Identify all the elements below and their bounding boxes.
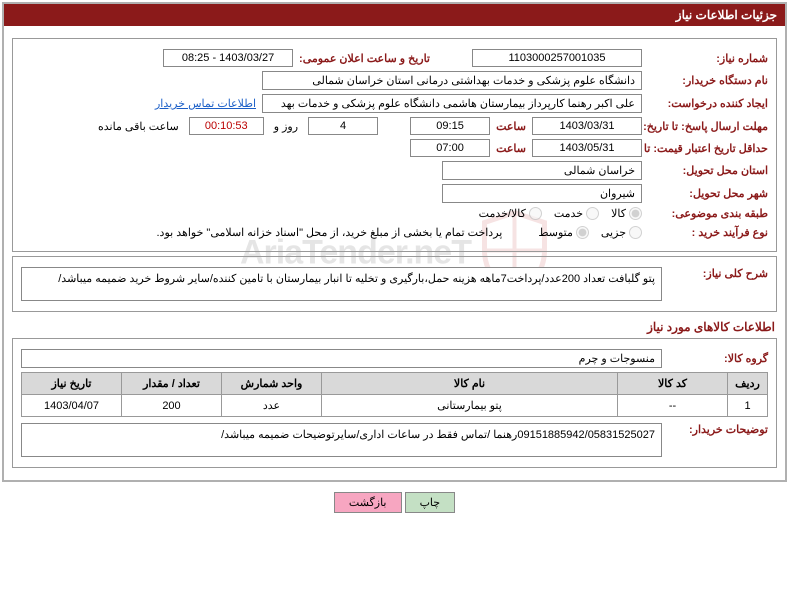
city-value: شیروان: [442, 184, 642, 203]
th-date: تاریخ نیاز: [22, 373, 122, 395]
process-opt1[interactable]: جزیی: [601, 226, 642, 239]
table-row: 1 -- پتو بیمارستانی عدد 200 1403/04/07: [22, 395, 768, 417]
contact-link[interactable]: اطلاعات تماس خریدار: [155, 97, 256, 110]
creator-label: ایجاد کننده درخواست:: [648, 97, 768, 110]
classify-opt1[interactable]: کالا: [611, 207, 642, 220]
group-label: گروه کالا:: [668, 352, 768, 365]
announce-value: 1403/03/27 - 08:25: [163, 49, 293, 67]
province-value: خراسان شمالی: [442, 161, 642, 180]
process-label: نوع فرآیند خرید :: [648, 226, 768, 239]
buyer-org-value: دانشگاه علوم پزشکی و خدمات بهداشتی درمان…: [262, 71, 642, 90]
classify-opt3[interactable]: کالا/خدمت: [479, 207, 542, 220]
process-opt2[interactable]: متوسط: [538, 226, 589, 239]
back-button[interactable]: بازگشت: [334, 492, 402, 513]
buyer-org-label: نام دستگاه خریدار:: [648, 74, 768, 87]
th-name: نام کالا: [322, 373, 618, 395]
th-row: ردیف: [728, 373, 768, 395]
th-qty: تعداد / مقدار: [122, 373, 222, 395]
classify-group: کالا خدمت کالا/خدمت: [479, 207, 642, 220]
cell-code: --: [618, 395, 728, 417]
cell-date: 1403/04/07: [22, 395, 122, 417]
cell-row: 1: [728, 395, 768, 417]
time-label-1: ساعت: [496, 120, 526, 133]
creator-value: علی اکبر رهنما کارپرداز بیمارستان هاشمی …: [262, 94, 642, 113]
validity-label: حداقل تاریخ اعتبار قیمت: تا تاریخ:: [648, 142, 768, 155]
validity-time: 07:00: [410, 139, 490, 157]
goods-table: ردیف کد کالا نام کالا واحد شمارش تعداد /…: [21, 372, 768, 417]
classify-label: طبقه بندی موضوعی:: [648, 207, 768, 220]
buyer-notes-label: توضیحات خریدار:: [668, 423, 768, 436]
desc-text: پتو گلبافت تعداد 200عدد/پرداخت7ماهه هزین…: [21, 267, 662, 301]
validity-date: 1403/05/31: [532, 139, 642, 157]
payment-note: پرداخت تمام یا بخشی از مبلغ خرید، از محل…: [153, 224, 507, 241]
group-value: منسوجات و چرم: [21, 349, 662, 368]
number-value: 1103000257001035: [472, 49, 642, 67]
desc-label: شرح کلی نیاز:: [668, 267, 768, 280]
province-label: استان محل تحویل:: [648, 164, 768, 177]
deadline-label: مهلت ارسال پاسخ: تا تاریخ:: [648, 120, 768, 133]
process-group: جزیی متوسط: [538, 226, 642, 239]
classify-opt2[interactable]: خدمت: [554, 207, 599, 220]
days-suffix: روز و: [270, 118, 302, 135]
cell-name: پتو بیمارستانی: [322, 395, 618, 417]
th-code: کد کالا: [618, 373, 728, 395]
th-unit: واحد شمارش: [222, 373, 322, 395]
time-label-2: ساعت: [496, 142, 526, 155]
city-label: شهر محل تحویل:: [648, 187, 768, 200]
announce-label: تاریخ و ساعت اعلان عمومی:: [299, 52, 430, 65]
print-button[interactable]: چاپ: [405, 492, 456, 513]
goods-section-title: اطلاعات کالاهای مورد نیاز: [14, 320, 775, 334]
button-bar: چاپ بازگشت: [0, 484, 789, 521]
cell-unit: عدد: [222, 395, 322, 417]
goods-panel: گروه کالا: منسوجات و چرم ردیف کد کالا نا…: [12, 338, 777, 468]
panel-title: جزئیات اطلاعات نیاز: [4, 4, 785, 26]
deadline-time: 09:15: [410, 117, 490, 135]
number-label: شماره نیاز:: [648, 52, 768, 65]
request-info: شماره نیاز: 1103000257001035 تاریخ و ساع…: [12, 38, 777, 252]
description-panel: شرح کلی نیاز: پتو گلبافت تعداد 200عدد/پر…: [12, 256, 777, 312]
details-panel: جزئیات اطلاعات نیاز AriaTender.neT شماره…: [2, 2, 787, 482]
days-value: 4: [308, 117, 378, 135]
buyer-notes-text: 09151885942/05831525027رهنما /تماس فقط د…: [21, 423, 662, 457]
remaining-label: ساعت باقی مانده: [94, 118, 183, 135]
deadline-date: 1403/03/31: [532, 117, 642, 135]
countdown: 00:10:53: [189, 117, 264, 135]
cell-qty: 200: [122, 395, 222, 417]
